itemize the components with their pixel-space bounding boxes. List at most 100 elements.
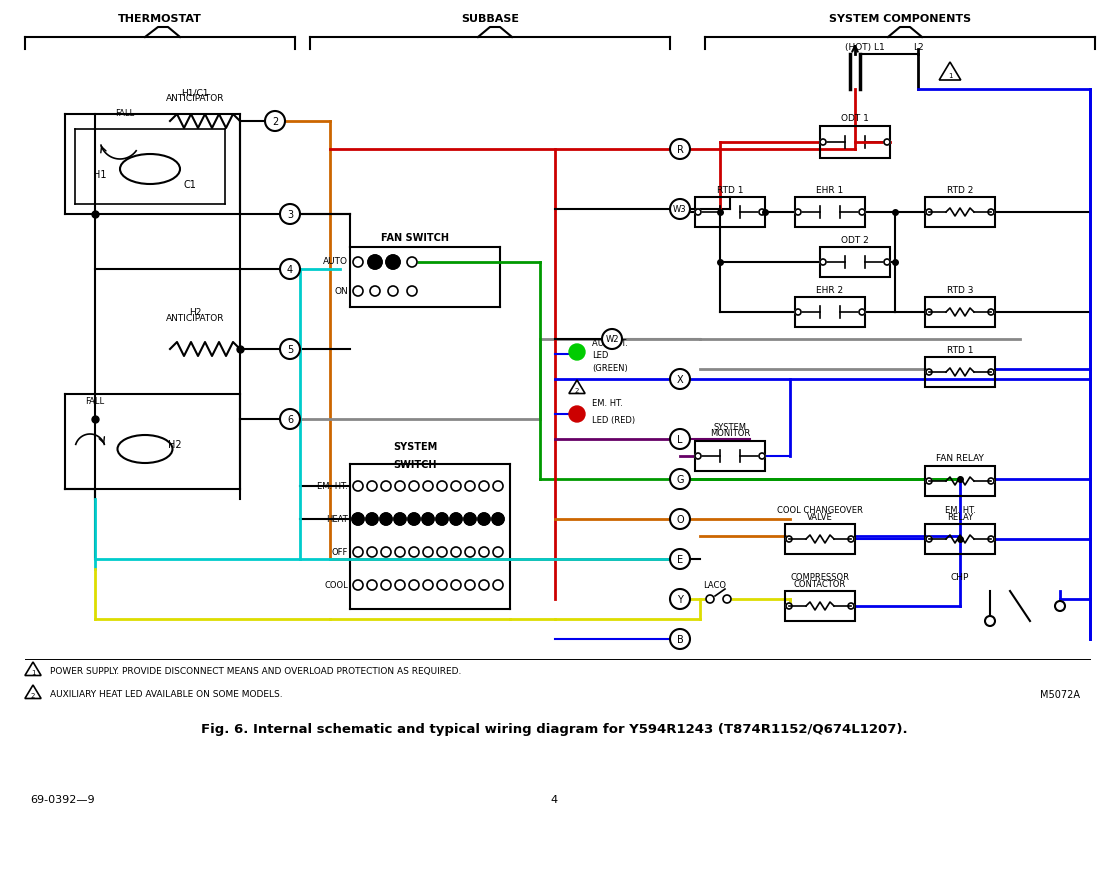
Circle shape bbox=[493, 580, 503, 590]
Text: W2: W2 bbox=[605, 335, 618, 344]
Text: EM. HT.: EM. HT. bbox=[945, 506, 975, 514]
Text: CHP: CHP bbox=[951, 573, 970, 581]
Circle shape bbox=[926, 479, 932, 484]
Circle shape bbox=[479, 481, 489, 492]
Circle shape bbox=[265, 112, 285, 132]
Text: 5: 5 bbox=[287, 345, 294, 355]
Text: VALVE: VALVE bbox=[807, 513, 833, 521]
Circle shape bbox=[724, 595, 731, 603]
Circle shape bbox=[409, 481, 419, 492]
Circle shape bbox=[465, 580, 475, 590]
Circle shape bbox=[465, 481, 475, 492]
Circle shape bbox=[859, 309, 865, 315]
Text: RTD 1: RTD 1 bbox=[946, 346, 973, 355]
Text: 69-0392—9: 69-0392—9 bbox=[30, 794, 94, 804]
Circle shape bbox=[859, 209, 865, 216]
Text: 1: 1 bbox=[31, 669, 35, 675]
Text: POWER SUPPLY. PROVIDE DISCONNECT MEANS AND OVERLOAD PROTECTION AS REQUIRED.: POWER SUPPLY. PROVIDE DISCONNECT MEANS A… bbox=[50, 667, 461, 676]
Circle shape bbox=[670, 200, 690, 220]
Circle shape bbox=[796, 209, 801, 216]
Text: C1: C1 bbox=[184, 180, 196, 189]
Circle shape bbox=[407, 258, 417, 268]
Text: H2: H2 bbox=[168, 440, 182, 449]
Text: 3: 3 bbox=[287, 209, 293, 220]
Circle shape bbox=[670, 629, 690, 649]
Text: L: L bbox=[677, 434, 683, 444]
Circle shape bbox=[848, 536, 854, 542]
Circle shape bbox=[353, 481, 363, 492]
Text: 4: 4 bbox=[287, 265, 293, 275]
Circle shape bbox=[926, 369, 932, 375]
Text: FALL: FALL bbox=[115, 109, 134, 118]
Circle shape bbox=[706, 595, 714, 603]
Circle shape bbox=[394, 547, 406, 557]
Circle shape bbox=[465, 547, 475, 557]
Bar bbox=[925, 198, 995, 228]
Circle shape bbox=[695, 209, 701, 216]
Circle shape bbox=[479, 547, 489, 557]
Circle shape bbox=[437, 481, 447, 492]
Circle shape bbox=[670, 549, 690, 569]
Circle shape bbox=[478, 514, 490, 526]
Circle shape bbox=[437, 547, 447, 557]
Text: LED: LED bbox=[592, 351, 608, 360]
Circle shape bbox=[1055, 601, 1065, 611]
Circle shape bbox=[493, 547, 503, 557]
Text: M5072A: M5072A bbox=[1040, 689, 1080, 700]
Circle shape bbox=[394, 580, 406, 590]
Text: COOL: COOL bbox=[325, 580, 348, 590]
Text: 2: 2 bbox=[271, 116, 278, 127]
Text: RELAY: RELAY bbox=[947, 513, 973, 521]
Circle shape bbox=[926, 309, 932, 315]
Text: EM. HT.: EM. HT. bbox=[317, 482, 348, 491]
Circle shape bbox=[380, 514, 392, 526]
Circle shape bbox=[437, 580, 447, 590]
Text: ODT 1: ODT 1 bbox=[841, 114, 869, 123]
Circle shape bbox=[848, 603, 854, 609]
Text: E: E bbox=[677, 554, 683, 564]
Circle shape bbox=[670, 140, 690, 160]
Bar bbox=[784, 524, 855, 554]
Circle shape bbox=[820, 140, 825, 146]
Text: OFF: OFF bbox=[331, 547, 348, 557]
Circle shape bbox=[451, 481, 461, 492]
Text: X: X bbox=[677, 375, 684, 385]
Text: LED (RED): LED (RED) bbox=[592, 415, 635, 425]
Text: (GREEN): (GREEN) bbox=[592, 363, 628, 373]
Circle shape bbox=[988, 369, 994, 375]
Text: ANTICIPATOR: ANTICIPATOR bbox=[166, 314, 224, 322]
Circle shape bbox=[926, 209, 932, 216]
Text: LACO: LACO bbox=[704, 580, 727, 589]
Circle shape bbox=[394, 481, 406, 492]
Text: ANTICIPATOR: ANTICIPATOR bbox=[166, 94, 224, 103]
Circle shape bbox=[670, 429, 690, 449]
Circle shape bbox=[670, 469, 690, 489]
Text: AUX. HT.: AUX. HT. bbox=[592, 339, 628, 348]
Circle shape bbox=[352, 514, 365, 526]
Circle shape bbox=[988, 479, 994, 484]
Circle shape bbox=[437, 514, 448, 526]
Text: COMPRESSOR: COMPRESSOR bbox=[790, 573, 850, 581]
Text: 6: 6 bbox=[287, 415, 293, 425]
Circle shape bbox=[786, 536, 792, 542]
Circle shape bbox=[786, 603, 792, 609]
Circle shape bbox=[370, 287, 380, 296]
Circle shape bbox=[820, 260, 825, 266]
Circle shape bbox=[493, 481, 503, 492]
Circle shape bbox=[366, 514, 378, 526]
Circle shape bbox=[670, 369, 690, 389]
Text: SYSTEM: SYSTEM bbox=[393, 441, 438, 452]
Circle shape bbox=[280, 340, 300, 360]
Text: 4: 4 bbox=[551, 794, 557, 804]
Circle shape bbox=[409, 547, 419, 557]
Text: (HOT) L1: (HOT) L1 bbox=[845, 43, 885, 52]
Circle shape bbox=[451, 580, 461, 590]
Text: AUTO: AUTO bbox=[324, 257, 348, 266]
Circle shape bbox=[394, 514, 406, 526]
Bar bbox=[925, 298, 995, 328]
Text: ON: ON bbox=[335, 287, 348, 296]
Circle shape bbox=[388, 287, 398, 296]
Circle shape bbox=[280, 409, 300, 429]
Circle shape bbox=[450, 514, 462, 526]
Circle shape bbox=[408, 514, 420, 526]
